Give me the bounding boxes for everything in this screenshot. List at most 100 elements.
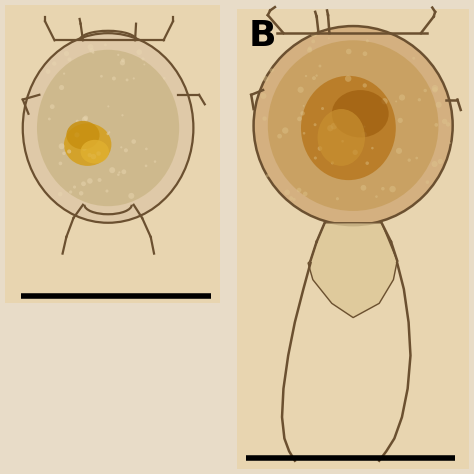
Ellipse shape	[88, 153, 92, 157]
Ellipse shape	[105, 190, 109, 192]
Ellipse shape	[100, 75, 103, 78]
Ellipse shape	[124, 148, 128, 152]
Ellipse shape	[328, 37, 330, 39]
Ellipse shape	[59, 143, 64, 149]
Ellipse shape	[128, 193, 134, 199]
FancyBboxPatch shape	[5, 5, 220, 303]
Ellipse shape	[67, 149, 71, 154]
Ellipse shape	[408, 158, 411, 162]
Ellipse shape	[366, 39, 369, 42]
Ellipse shape	[292, 198, 296, 201]
Ellipse shape	[126, 79, 128, 82]
Ellipse shape	[46, 69, 51, 74]
Ellipse shape	[66, 121, 100, 149]
Ellipse shape	[432, 85, 438, 91]
Ellipse shape	[145, 164, 147, 167]
Ellipse shape	[48, 118, 51, 120]
Ellipse shape	[141, 57, 145, 61]
Ellipse shape	[311, 31, 317, 37]
Ellipse shape	[303, 191, 308, 196]
Ellipse shape	[64, 123, 111, 166]
Ellipse shape	[382, 98, 388, 104]
Ellipse shape	[375, 195, 378, 198]
Ellipse shape	[63, 73, 65, 75]
Ellipse shape	[371, 147, 374, 149]
Ellipse shape	[82, 146, 87, 151]
Ellipse shape	[449, 142, 451, 144]
Ellipse shape	[118, 171, 120, 173]
Ellipse shape	[268, 40, 438, 211]
Ellipse shape	[265, 174, 269, 177]
Ellipse shape	[112, 76, 116, 81]
Ellipse shape	[37, 50, 179, 206]
Ellipse shape	[442, 118, 447, 124]
Ellipse shape	[131, 139, 136, 144]
Ellipse shape	[69, 191, 72, 194]
Ellipse shape	[332, 90, 389, 137]
Ellipse shape	[120, 60, 125, 65]
Ellipse shape	[52, 61, 56, 66]
Ellipse shape	[59, 162, 62, 165]
Ellipse shape	[59, 85, 64, 90]
Ellipse shape	[363, 83, 367, 88]
Ellipse shape	[163, 77, 166, 80]
Ellipse shape	[76, 120, 79, 123]
Ellipse shape	[74, 132, 80, 137]
Ellipse shape	[311, 39, 315, 43]
Ellipse shape	[305, 75, 307, 77]
Ellipse shape	[50, 104, 55, 109]
Ellipse shape	[254, 26, 453, 225]
Ellipse shape	[353, 150, 358, 155]
Ellipse shape	[96, 151, 101, 156]
Ellipse shape	[91, 154, 96, 159]
Ellipse shape	[314, 123, 317, 126]
Ellipse shape	[92, 51, 94, 54]
Ellipse shape	[79, 191, 83, 196]
Ellipse shape	[117, 54, 119, 56]
Ellipse shape	[319, 64, 321, 67]
Ellipse shape	[362, 132, 367, 137]
Ellipse shape	[331, 161, 334, 164]
Ellipse shape	[381, 187, 385, 191]
Ellipse shape	[89, 48, 94, 53]
Ellipse shape	[435, 123, 438, 127]
Ellipse shape	[341, 140, 344, 143]
Ellipse shape	[330, 123, 337, 129]
Ellipse shape	[327, 125, 333, 131]
Ellipse shape	[303, 132, 305, 135]
Ellipse shape	[426, 181, 429, 184]
Ellipse shape	[282, 128, 288, 134]
Ellipse shape	[67, 57, 72, 62]
Ellipse shape	[345, 75, 351, 82]
Ellipse shape	[432, 87, 438, 92]
Ellipse shape	[104, 44, 107, 46]
Ellipse shape	[318, 146, 322, 151]
Ellipse shape	[438, 159, 443, 164]
Ellipse shape	[98, 178, 101, 182]
Ellipse shape	[436, 102, 442, 108]
Ellipse shape	[23, 33, 193, 223]
Ellipse shape	[346, 49, 352, 55]
Ellipse shape	[121, 58, 125, 62]
Ellipse shape	[303, 105, 305, 107]
Ellipse shape	[398, 118, 403, 123]
Ellipse shape	[83, 116, 88, 120]
Ellipse shape	[298, 87, 304, 93]
Ellipse shape	[137, 49, 142, 55]
Ellipse shape	[289, 196, 293, 200]
Ellipse shape	[143, 64, 146, 65]
Ellipse shape	[270, 68, 273, 73]
Ellipse shape	[412, 57, 415, 60]
Ellipse shape	[73, 185, 76, 189]
Ellipse shape	[389, 186, 396, 192]
Ellipse shape	[272, 69, 274, 71]
Ellipse shape	[87, 178, 93, 184]
Ellipse shape	[431, 161, 438, 167]
Ellipse shape	[109, 131, 110, 133]
Ellipse shape	[365, 162, 369, 165]
Ellipse shape	[395, 100, 397, 102]
Ellipse shape	[81, 140, 109, 164]
FancyBboxPatch shape	[237, 9, 469, 469]
Ellipse shape	[297, 117, 302, 121]
Ellipse shape	[58, 192, 63, 196]
